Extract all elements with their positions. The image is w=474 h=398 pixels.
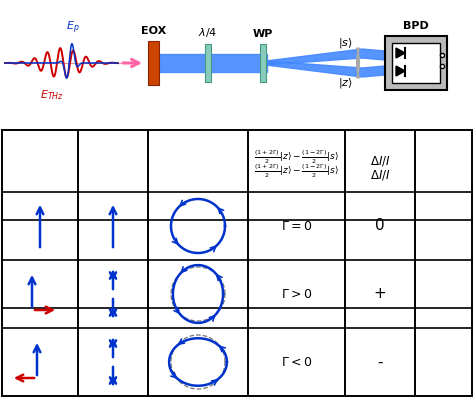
Text: $|s\rangle$: $|s\rangle$ (338, 36, 353, 50)
Text: $|z\rangle$: $|z\rangle$ (338, 76, 353, 90)
Bar (205, 44, 211, 82)
Text: $\Gamma > 0$: $\Gamma > 0$ (281, 287, 312, 300)
Bar (392, 43, 440, 83)
Text: $\frac{(1+2\Gamma)}{2}|z\rangle-\frac{(1-2\Gamma)}{2}|s\rangle$: $\frac{(1+2\Gamma)}{2}|z\rangle-\frac{(1… (254, 162, 339, 179)
Text: $\Delta I/I$: $\Delta I/I$ (370, 168, 390, 182)
Text: $\Gamma < 0$: $\Gamma < 0$ (281, 355, 312, 369)
Bar (260, 44, 266, 82)
Text: BPD: BPD (403, 21, 429, 31)
Text: $E_p$: $E_p$ (66, 20, 80, 36)
Text: EOX: EOX (141, 26, 166, 36)
Text: 0: 0 (375, 219, 385, 234)
Text: -: - (377, 355, 383, 369)
Polygon shape (153, 54, 267, 72)
Text: $\lambda/4$: $\lambda/4$ (198, 26, 218, 39)
Polygon shape (266, 61, 385, 77)
Text: $\Gamma = 0$: $\Gamma = 0$ (281, 220, 312, 232)
Text: $E_{THz}$: $E_{THz}$ (40, 88, 64, 102)
Text: +: + (374, 287, 386, 302)
Text: $\frac{(1+2\Gamma)}{2}|z\rangle-\frac{(1-2\Gamma)}{2}|s\rangle$: $\frac{(1+2\Gamma)}{2}|z\rangle-\frac{(1… (254, 148, 339, 166)
Polygon shape (266, 49, 385, 65)
Bar (148, 41, 159, 85)
Text: $\Delta I/I$: $\Delta I/I$ (370, 154, 390, 168)
Text: WP: WP (253, 29, 273, 39)
Bar (385, 36, 447, 90)
Polygon shape (396, 66, 405, 76)
Polygon shape (396, 48, 405, 58)
